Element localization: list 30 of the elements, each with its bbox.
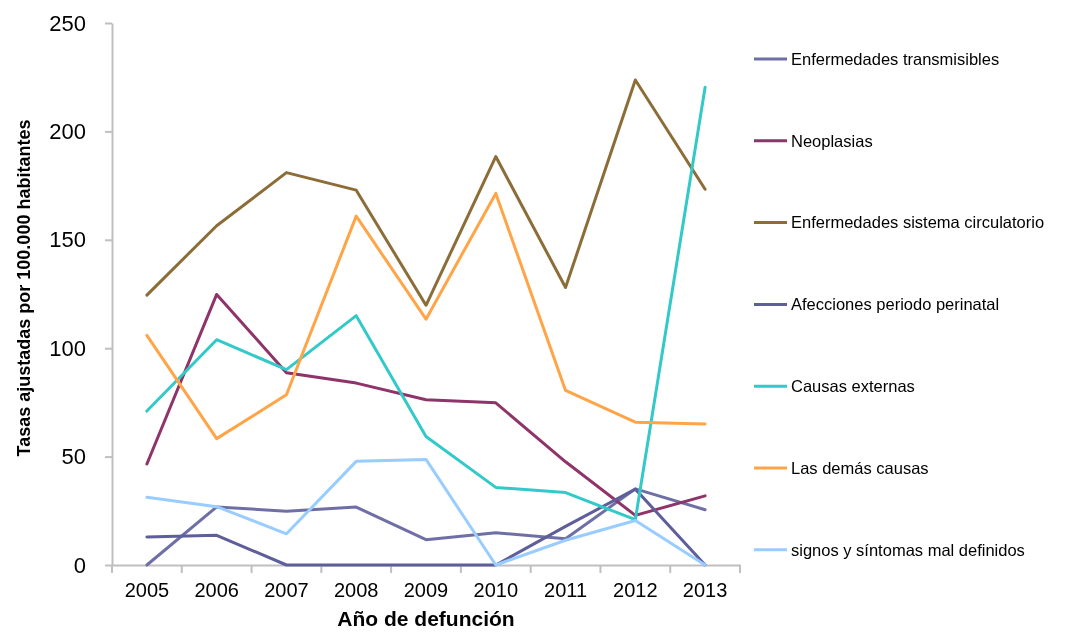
x-tick-label: 2007 (264, 579, 309, 601)
line-series (145, 191, 707, 441)
legend-label: Afecciones periodo perinatal (791, 295, 1000, 314)
x-tick-label: 2006 (194, 579, 239, 601)
y-tick-label: 200 (49, 118, 86, 144)
y-tick-label: 0 (73, 552, 86, 578)
x-tick-label: 2008 (333, 579, 379, 601)
y-tick-label: 150 (49, 227, 86, 253)
legend-label: Las demás causas (791, 458, 929, 477)
line-series (145, 78, 707, 307)
legend-label: Enfermedades transmisibles (791, 49, 1000, 68)
y-tick-label: 50 (61, 444, 86, 470)
legend-label: Causas externas (791, 376, 915, 395)
legend-label: signos y síntomas mal definidos (791, 540, 1025, 559)
line-series (145, 487, 707, 567)
y-tick-label: 100 (49, 335, 86, 361)
x-axis-title: Año de defunción (337, 607, 515, 630)
legend-label: Enfermedades sistema circulatorio (791, 213, 1045, 232)
line-series (145, 85, 707, 522)
line-series (145, 457, 707, 567)
x-tick-label: 2013 (682, 579, 728, 601)
legend-label: Neoplasias (791, 131, 873, 150)
y-tick-label: 250 (49, 10, 86, 36)
x-tick-label: 2012 (613, 579, 658, 601)
x-tick-label: 2009 (403, 579, 449, 601)
x-tick-label: 2011 (544, 579, 588, 601)
line-series (145, 292, 707, 517)
y-axis-title: Tasas ajustadas por 100.000 habitantes (14, 119, 34, 457)
x-tick-label: 2010 (473, 579, 519, 601)
x-tick-label: 2005 (124, 579, 170, 601)
